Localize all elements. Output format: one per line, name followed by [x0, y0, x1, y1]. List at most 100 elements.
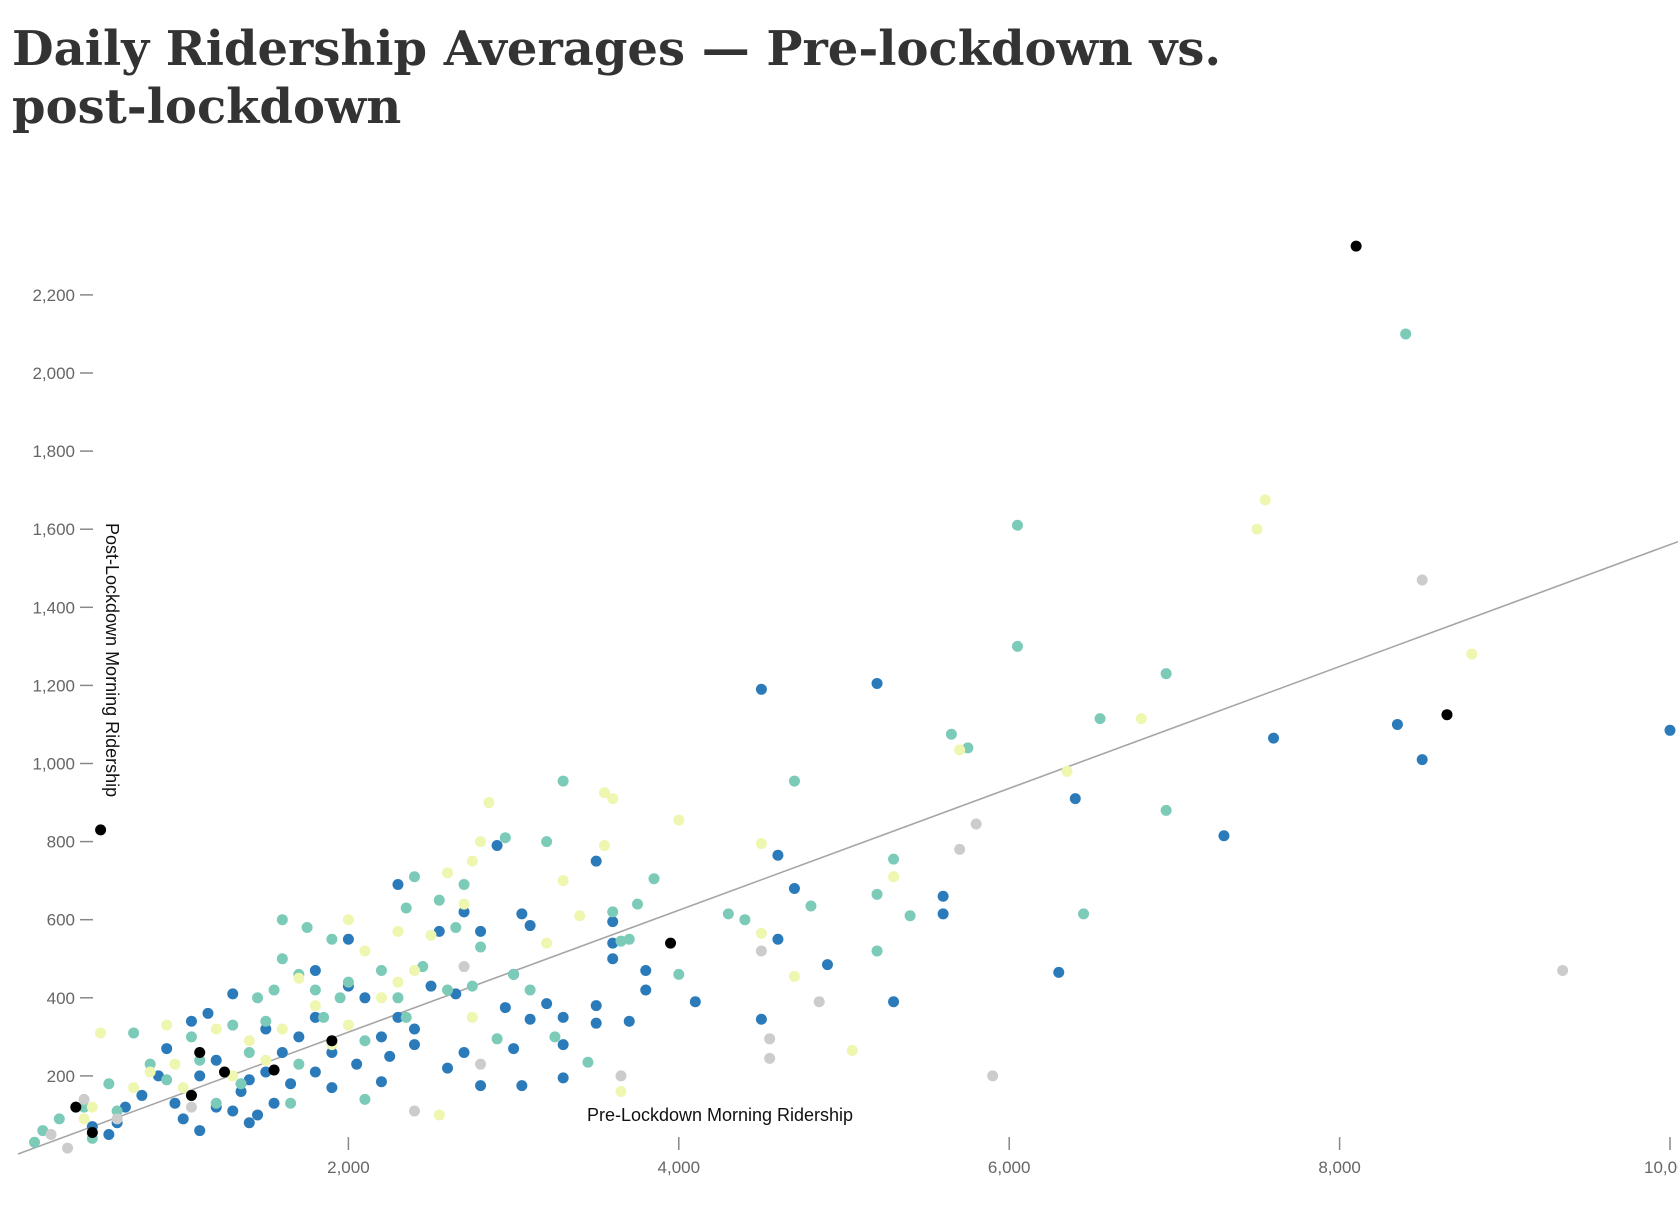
data-point	[541, 836, 553, 848]
data-point	[582, 1056, 594, 1068]
data-point	[945, 728, 957, 740]
data-point	[788, 882, 800, 894]
data-point	[954, 744, 966, 756]
y-tick-label: 1,600	[32, 520, 75, 539]
data-point	[615, 935, 627, 947]
data-point	[309, 964, 321, 976]
data-point	[227, 1019, 239, 1031]
data-point	[524, 984, 536, 996]
data-point	[739, 914, 751, 926]
data-point	[491, 840, 503, 852]
data-point	[541, 937, 553, 949]
data-point	[86, 1101, 98, 1113]
data-point	[1400, 328, 1412, 340]
data-point	[62, 1142, 74, 1154]
data-point	[516, 1080, 528, 1092]
data-point	[359, 992, 371, 1004]
x-tick-label: 4,000	[658, 1158, 701, 1177]
data-point	[458, 961, 470, 973]
data-point	[888, 996, 900, 1008]
data-point	[1078, 908, 1090, 920]
data-point	[252, 992, 264, 1004]
data-point	[648, 873, 660, 885]
data-point	[466, 855, 478, 867]
data-point	[342, 976, 354, 988]
data-point	[549, 1031, 561, 1043]
data-point	[764, 1052, 776, 1064]
data-point	[144, 1058, 156, 1070]
data-point	[219, 1066, 230, 1078]
data-point	[466, 1011, 478, 1023]
data-point	[375, 1076, 387, 1088]
data-point	[871, 677, 883, 689]
reference-line	[17, 540, 1678, 1155]
data-point	[458, 906, 470, 918]
points-layer	[29, 240, 1676, 1154]
data-point	[392, 1011, 404, 1023]
data-point	[607, 953, 619, 965]
data-point	[326, 1035, 338, 1047]
x-axis-label: Pre-Lockdown Morning Ridership	[587, 1105, 853, 1125]
data-point	[392, 879, 404, 891]
data-point	[276, 953, 288, 965]
data-point	[425, 929, 437, 941]
data-point	[293, 972, 305, 984]
data-point	[1268, 732, 1280, 744]
data-point	[375, 1031, 387, 1043]
data-point	[293, 1058, 305, 1070]
data-point	[607, 916, 619, 928]
data-point	[1069, 793, 1081, 805]
data-point	[400, 902, 412, 914]
data-point	[384, 1050, 396, 1062]
data-point	[888, 853, 900, 865]
data-point	[755, 683, 767, 695]
data-point	[235, 1078, 247, 1090]
data-point	[508, 968, 520, 980]
data-point	[227, 1105, 239, 1117]
data-point	[408, 1039, 420, 1051]
data-point	[53, 1113, 65, 1125]
data-point	[755, 945, 767, 957]
data-point	[1218, 830, 1230, 842]
data-point	[516, 908, 528, 920]
data-point	[1135, 713, 1147, 725]
y-tick-label: 1,800	[32, 442, 75, 461]
data-point	[359, 1035, 371, 1047]
data-point	[1259, 494, 1271, 506]
data-point	[235, 1086, 247, 1098]
data-point	[309, 1066, 321, 1078]
data-point	[598, 787, 610, 799]
data-point	[821, 959, 833, 971]
data-point	[665, 937, 677, 949]
data-point	[342, 914, 354, 926]
data-point	[309, 1000, 321, 1012]
data-point	[111, 1113, 123, 1125]
data-point	[318, 1011, 330, 1023]
data-point	[764, 1033, 776, 1045]
data-point	[309, 984, 321, 996]
data-point	[623, 1015, 635, 1027]
data-point	[755, 838, 767, 850]
data-point	[499, 832, 511, 844]
x-tick-label: 10,000	[1644, 1158, 1678, 1177]
data-point	[1664, 724, 1676, 736]
data-point	[458, 898, 470, 910]
data-point	[169, 1097, 181, 1109]
data-point	[937, 908, 949, 920]
data-point	[813, 996, 825, 1008]
data-point	[152, 1070, 164, 1082]
data-point	[871, 945, 883, 957]
data-point	[185, 1031, 197, 1043]
data-point	[408, 1105, 420, 1117]
data-point	[227, 988, 239, 1000]
data-point	[508, 1043, 520, 1055]
data-point	[1466, 648, 1478, 660]
data-point	[623, 933, 635, 945]
data-point	[276, 1023, 288, 1035]
data-point	[392, 925, 404, 937]
data-point	[177, 1082, 189, 1094]
data-point	[557, 1072, 569, 1084]
data-point	[524, 920, 536, 932]
data-point	[475, 941, 487, 953]
